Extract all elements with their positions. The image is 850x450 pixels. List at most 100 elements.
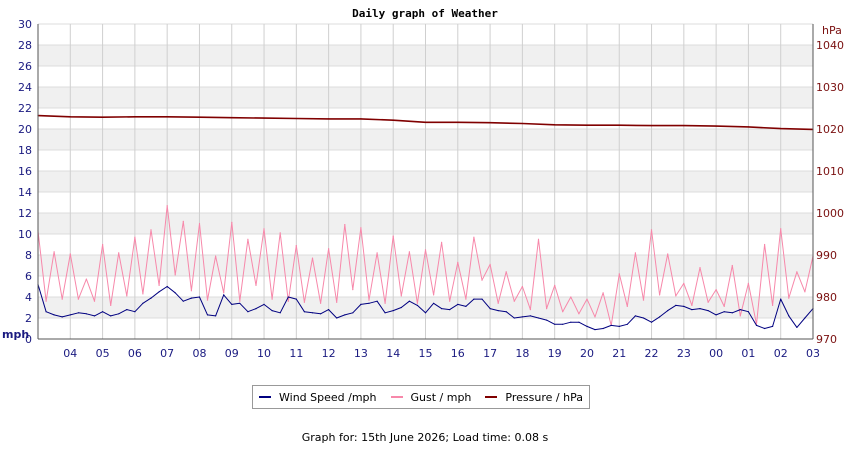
gust-point: [626, 305, 628, 307]
wind-point: [441, 308, 443, 310]
gust-point: [279, 232, 281, 234]
x-tick-label: 21: [612, 347, 626, 360]
legend-label-gust: Gust / mph: [410, 390, 472, 404]
wind-point: [69, 314, 71, 316]
wind-point: [384, 312, 386, 314]
y-right-tick-label: 990: [816, 249, 837, 262]
gust-point: [642, 299, 645, 301]
x-tick-label: 11: [289, 347, 303, 360]
wind-point: [683, 305, 685, 307]
wind-point: [505, 311, 507, 313]
wind-point: [578, 321, 580, 323]
wind-point: [118, 313, 120, 315]
wind-point: [158, 291, 160, 293]
wind-point: [53, 314, 55, 316]
wind-point: [554, 323, 556, 325]
gust-point: [780, 228, 782, 230]
gust-point: [473, 236, 475, 238]
wind-point: [473, 298, 475, 300]
x-tick-label: 06: [128, 347, 142, 360]
x-tick-label: 13: [354, 347, 368, 360]
gust-point: [618, 273, 620, 275]
gust-point: [352, 289, 354, 291]
legend-swatch-pressure: [485, 396, 498, 398]
wind-point: [481, 298, 483, 300]
wind-point: [110, 315, 112, 317]
y-left-tick-label: 14: [18, 186, 32, 199]
wind-point: [626, 323, 628, 325]
wind-point: [77, 312, 79, 314]
y-left-tick-label: 22: [18, 102, 32, 115]
x-tick-label: 15: [419, 347, 433, 360]
wind-point: [287, 296, 289, 298]
wind-point: [521, 316, 524, 318]
gust-point: [408, 251, 410, 253]
pressure-point: [489, 122, 491, 124]
gust-point: [344, 224, 346, 226]
x-tick-label: 03: [806, 347, 820, 360]
wind-point: [247, 311, 249, 313]
gust-point: [368, 299, 370, 301]
pressure-point: [780, 128, 782, 130]
gust-point: [247, 238, 249, 240]
wind-point: [328, 309, 330, 311]
pressure-point: [295, 117, 297, 120]
wind-point: [449, 309, 451, 311]
gust-point: [198, 222, 201, 225]
y-left-unit-label: mph: [2, 328, 29, 341]
wind-point: [465, 305, 467, 307]
x-tick-label: 23: [677, 347, 691, 360]
wind-point: [311, 312, 314, 314]
y-left-tick-label: 12: [18, 207, 32, 220]
x-tick-label: 12: [322, 347, 336, 360]
x-tick-label: 04: [63, 347, 77, 360]
wind-point: [166, 285, 168, 288]
wind-point: [796, 326, 798, 328]
wind-point: [764, 327, 766, 330]
wind-point: [433, 302, 435, 304]
gust-point: [239, 300, 241, 302]
wind-point: [731, 312, 733, 314]
gust-point: [126, 295, 128, 297]
gust-point: [796, 271, 798, 273]
gust-point: [206, 299, 209, 301]
x-tick-label: 17: [483, 347, 497, 360]
gust-point: [223, 292, 225, 294]
pressure-point: [715, 125, 717, 127]
y-right-tick-label: 1010: [816, 165, 844, 178]
gust-point: [513, 300, 515, 302]
wind-point: [206, 314, 209, 316]
wind-point: [215, 315, 217, 317]
gust-point: [376, 252, 378, 254]
gust-point: [788, 297, 790, 299]
x-tick-label: 16: [451, 347, 465, 360]
pressure-point: [134, 116, 136, 118]
wind-point: [190, 297, 192, 299]
x-tick-label: 01: [741, 347, 755, 360]
wind-point: [667, 310, 669, 312]
pressure-point: [69, 116, 71, 118]
gust-point: [594, 316, 596, 318]
gust-point: [287, 300, 289, 302]
wind-point: [755, 324, 758, 326]
wind-point: [618, 325, 620, 327]
y-left-tick-label: 16: [18, 165, 32, 178]
gust-point: [537, 238, 540, 240]
gust-point: [554, 284, 556, 286]
wind-point: [780, 298, 782, 300]
wind-point: [231, 303, 233, 305]
gust-point: [134, 236, 136, 238]
gust-point: [505, 271, 507, 273]
gust-point: [271, 298, 273, 300]
gust-point: [529, 309, 532, 311]
legend-swatch-wind: [259, 396, 271, 398]
gust-point: [667, 253, 669, 255]
y-left-tick-label: 8: [25, 249, 32, 262]
pressure-point: [198, 116, 201, 118]
legend-item-wind: Wind Speed /mph: [259, 391, 377, 404]
gust-point: [691, 304, 693, 306]
legend-item-pressure: Pressure / hPa: [485, 391, 583, 404]
y-left-tick-label: 20: [18, 123, 32, 136]
y-right-tick-label: 970: [816, 333, 837, 346]
wind-point: [594, 329, 596, 331]
